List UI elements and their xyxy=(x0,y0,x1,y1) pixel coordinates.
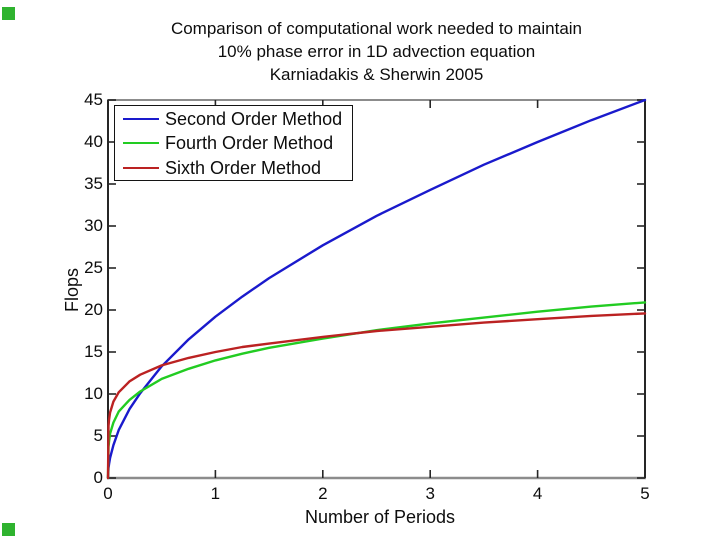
green-handle-bottom-left-icon xyxy=(2,523,15,536)
y-tick-label-35: 35 xyxy=(84,174,103,193)
y-tick-label-0: 0 xyxy=(93,468,103,487)
legend-item-label: Sixth Order Method xyxy=(165,157,322,178)
y-tick-label-5: 5 xyxy=(93,426,103,445)
legend-line-sample-icon xyxy=(123,117,159,120)
y-tick-label-30: 30 xyxy=(84,216,103,235)
x-tick-label-0: 0 xyxy=(103,484,113,503)
green-handle-top-left-icon xyxy=(2,7,15,20)
legend-item: Fourth Order Method xyxy=(115,131,352,155)
series-line-fourth-order-method xyxy=(106,301,647,480)
chart-title-line-2: 10% phase error in 1D advection equation xyxy=(217,42,536,61)
x-tick-label-3: 3 xyxy=(425,484,435,503)
y-tick-label-15: 15 xyxy=(84,342,103,361)
x-axis-label: Number of Periods xyxy=(304,507,456,527)
legend-item-label: Second Order Method xyxy=(165,108,343,129)
y-axis-label: Flops xyxy=(62,268,82,313)
chart-title-line-1: Comparison of computational work needed … xyxy=(170,19,583,38)
legend-line-sample-icon xyxy=(123,166,159,169)
legend-item: Second Order Method xyxy=(115,107,352,131)
legend-line-sample-icon xyxy=(123,142,159,144)
x-tick-label-4: 4 xyxy=(532,484,543,503)
legend-item-label: Fourth Order Method xyxy=(165,133,334,153)
x-tick-label-5: 5 xyxy=(640,484,650,503)
y-tick-label-40: 40 xyxy=(84,132,103,151)
y-tick-label-20: 20 xyxy=(84,300,103,319)
series-line-second-order-method xyxy=(106,98,647,480)
legend-item: Sixth Order Method xyxy=(115,156,352,180)
y-tick-label-45: 45 xyxy=(84,90,103,109)
legend-box: Second Order Method Fourth Order Method Si… xyxy=(114,105,353,181)
chart-title-line-3: Karniadakis & Sherwin 2005 xyxy=(269,65,484,84)
y-tick-label-25: 25 xyxy=(84,258,103,277)
chart-title: Comparison of computational work needed … xyxy=(108,17,645,86)
x-tick-label-2: 2 xyxy=(318,484,328,503)
y-tick-label-10: 10 xyxy=(84,384,103,403)
series-line-sixth-order-method xyxy=(106,312,647,480)
x-tick-label-1: 1 xyxy=(210,484,221,503)
